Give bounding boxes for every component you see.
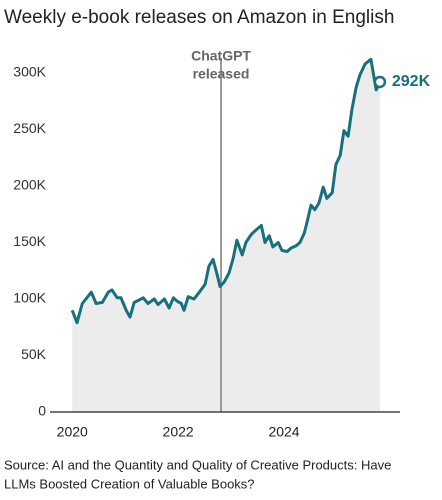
- y-tick-label: 300K: [13, 64, 46, 80]
- x-tick-label: 2020: [57, 424, 88, 440]
- annotation-text: ChatGPT: [191, 48, 251, 64]
- y-tick-label: 250K: [13, 120, 46, 136]
- annotation-text: released: [193, 66, 250, 82]
- source: Source: AI and the Quantity and Quality …: [4, 457, 391, 472]
- x-tick-label: 2022: [163, 424, 194, 440]
- y-tick-label: 150K: [13, 233, 46, 249]
- y-tick-label: 100K: [13, 290, 46, 306]
- area: [72, 59, 380, 413]
- end-marker: [373, 75, 387, 89]
- y-tick-label: 200K: [13, 177, 46, 193]
- y-tick-label: 0: [38, 403, 46, 419]
- line: [70, 57, 382, 325]
- chart-title: Weekly e-book releases on Amazon in Engl…: [4, 7, 394, 28]
- x-tick-label: 2024: [268, 424, 299, 440]
- source: LLMs Boosted Creation of Valuable Books?: [4, 476, 255, 491]
- y-tick-label: 50K: [21, 346, 47, 362]
- value-label: 292K: [392, 73, 431, 90]
